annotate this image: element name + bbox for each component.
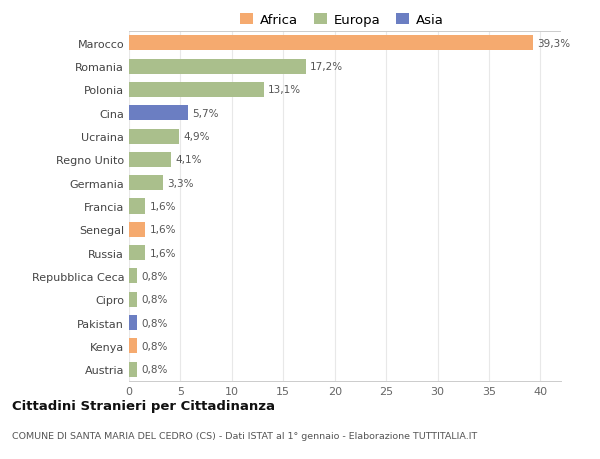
Text: 4,1%: 4,1% xyxy=(175,155,202,165)
Legend: Africa, Europa, Asia: Africa, Europa, Asia xyxy=(238,11,446,29)
Bar xyxy=(129,60,306,74)
Bar xyxy=(129,152,171,168)
Text: COMUNE DI SANTA MARIA DEL CEDRO (CS) - Dati ISTAT al 1° gennaio - Elaborazione T: COMUNE DI SANTA MARIA DEL CEDRO (CS) - D… xyxy=(12,431,477,441)
Bar xyxy=(129,129,179,144)
Text: 39,3%: 39,3% xyxy=(538,39,571,49)
Text: 5,7%: 5,7% xyxy=(192,108,218,118)
Bar xyxy=(129,222,145,237)
Text: 1,6%: 1,6% xyxy=(149,225,176,235)
Text: 1,6%: 1,6% xyxy=(149,248,176,258)
Bar xyxy=(129,246,145,261)
Text: 0,8%: 0,8% xyxy=(142,295,168,305)
Text: 13,1%: 13,1% xyxy=(268,85,301,95)
Bar xyxy=(129,176,163,191)
Bar xyxy=(129,106,188,121)
Text: 0,8%: 0,8% xyxy=(142,318,168,328)
Bar xyxy=(129,339,137,353)
Bar xyxy=(129,83,264,98)
Text: Cittadini Stranieri per Cittadinanza: Cittadini Stranieri per Cittadinanza xyxy=(12,399,275,412)
Bar xyxy=(129,292,137,307)
Bar xyxy=(129,315,137,330)
Text: 3,3%: 3,3% xyxy=(167,178,194,188)
Bar xyxy=(129,36,533,51)
Bar xyxy=(129,362,137,377)
Text: 4,9%: 4,9% xyxy=(184,132,210,142)
Text: 0,8%: 0,8% xyxy=(142,271,168,281)
Bar xyxy=(129,269,137,284)
Text: 0,8%: 0,8% xyxy=(142,364,168,375)
Bar xyxy=(129,199,145,214)
Text: 17,2%: 17,2% xyxy=(310,62,343,72)
Text: 1,6%: 1,6% xyxy=(149,202,176,212)
Text: 0,8%: 0,8% xyxy=(142,341,168,351)
